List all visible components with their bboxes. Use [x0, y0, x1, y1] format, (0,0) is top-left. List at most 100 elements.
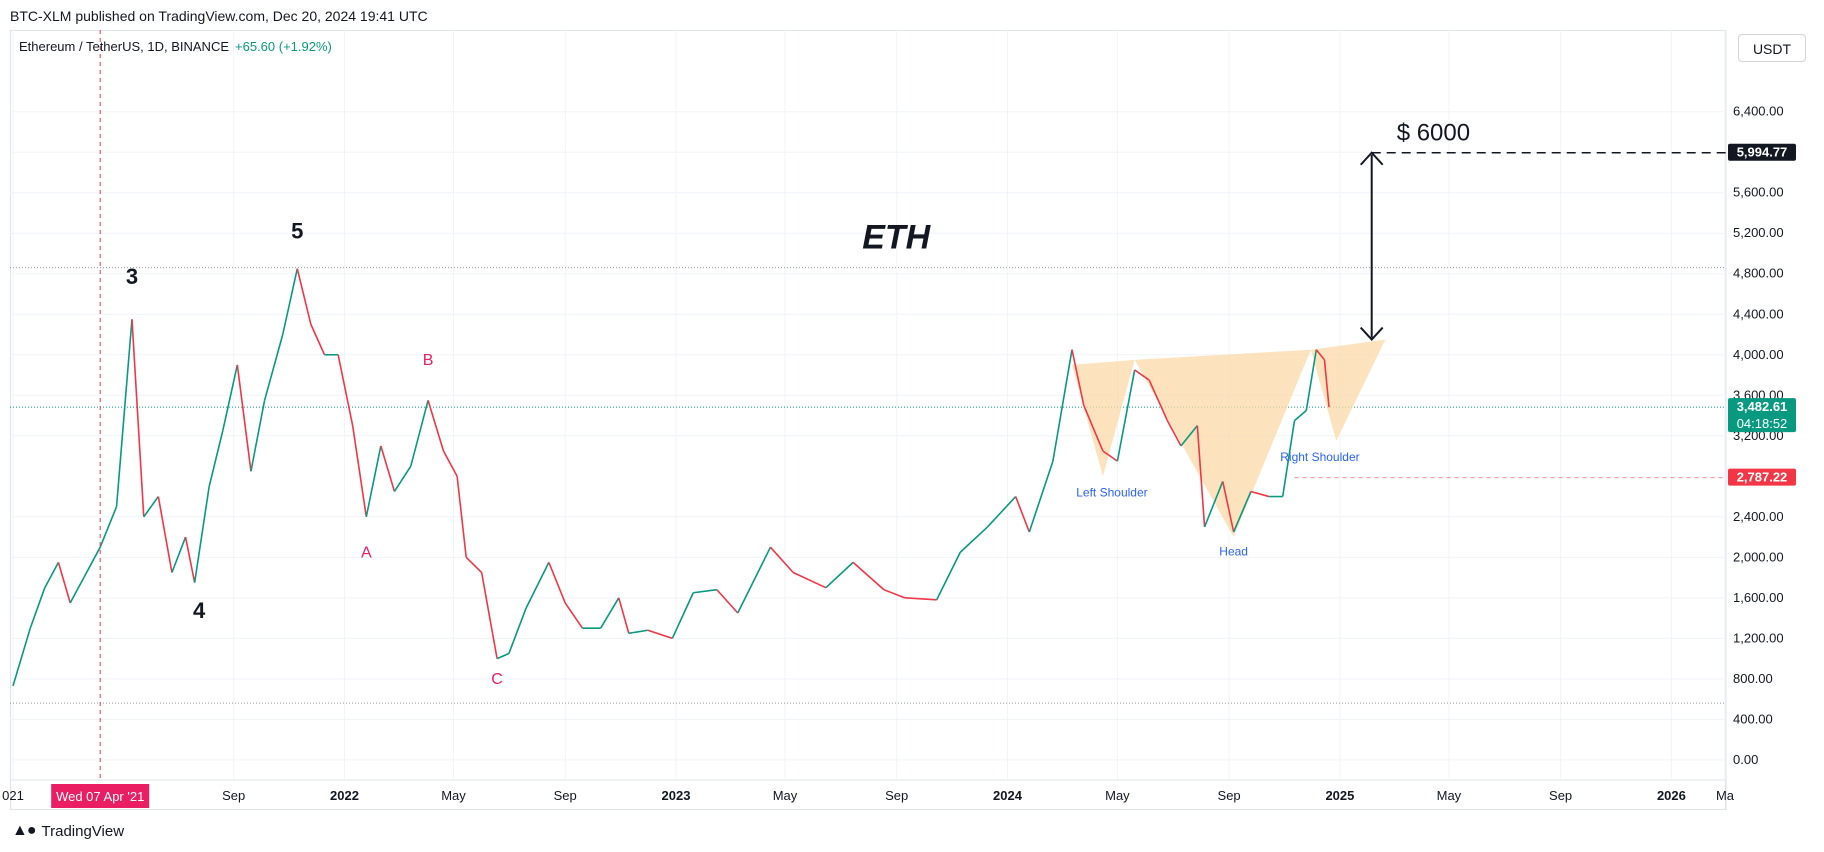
tradingview-logo-icon: ▲●: [12, 822, 36, 839]
corrective-wave-label: A: [361, 544, 372, 561]
price-segment: [456, 476, 467, 558]
current-price-label-box: [1728, 398, 1796, 433]
price-segment: [1293, 409, 1307, 422]
pattern-label: Head: [1219, 544, 1248, 558]
y-tick-label: 4,400.00: [1733, 306, 1784, 321]
price-segment: [737, 546, 772, 614]
price-segment: [310, 324, 326, 356]
y-tick-label: 0.00: [1733, 752, 1758, 767]
price-segment: [1148, 379, 1169, 421]
wave-label: 4: [193, 598, 206, 623]
x-tick-label: 2024: [993, 788, 1023, 803]
price-segment: [143, 496, 159, 518]
y-tick-label: 4,800.00: [1733, 266, 1784, 281]
price-segment: [1014, 496, 1031, 533]
target-price-label: 5,994.77: [1737, 145, 1788, 160]
price-segment: [1250, 490, 1270, 498]
corrective-wave-label: C: [491, 671, 503, 688]
right-shoulder-shape: [1310, 339, 1386, 441]
price-segment: [1166, 420, 1182, 447]
x-tick-label: 021: [2, 788, 24, 803]
x-tick-label: May: [1437, 788, 1462, 803]
price-segment: [337, 354, 354, 426]
price-segment: [427, 400, 445, 452]
price-segment: [83, 546, 101, 578]
price-segment: [157, 496, 173, 573]
x-tick-label: Sep: [554, 788, 577, 803]
price-segment: [508, 607, 527, 654]
x-tick-label: May: [773, 788, 798, 803]
price-segment: [1232, 491, 1252, 533]
price-segment: [1102, 450, 1118, 462]
price-segment: [1305, 349, 1318, 411]
left-shoulder-shape: [1071, 359, 1135, 477]
y-tick-label: 6,400.00: [1733, 104, 1784, 119]
price-segment: [647, 629, 673, 640]
price-segment: [716, 589, 739, 614]
x-tick-label: May: [441, 788, 466, 803]
price-segment: [393, 465, 412, 492]
x-tick-label: Sep: [1549, 788, 1572, 803]
price-segment: [193, 486, 210, 583]
price-segment: [769, 546, 794, 574]
price-segment: [250, 400, 266, 472]
price-segment: [628, 629, 648, 635]
price-segment: [1203, 481, 1224, 528]
x-tick-label: 2025: [1325, 788, 1354, 803]
pattern-label: Right Shoulder: [1280, 450, 1359, 464]
price-segment: [852, 561, 885, 591]
price-segment: [99, 506, 118, 548]
x-tick-label: May: [1105, 788, 1130, 803]
price-segment: [69, 577, 85, 604]
price-segment: [351, 425, 368, 517]
price-segment: [296, 268, 312, 325]
head-shape: [1134, 349, 1311, 538]
current-price-label-countdown: 04:18:52: [1737, 416, 1788, 431]
symbol-name[interactable]: Ethereum / TetherUS, 1D, BINANCE: [19, 39, 230, 54]
price-segment: [1134, 369, 1150, 381]
chart-title: ETH: [862, 218, 931, 256]
price-segment: [442, 450, 458, 477]
price-segment: [465, 556, 483, 574]
price-segment: [44, 562, 60, 589]
target-text: $ 6000: [1397, 120, 1470, 147]
y-tick-label: 4,000.00: [1733, 347, 1784, 362]
price-segment: [281, 268, 299, 335]
price-segment: [693, 588, 717, 594]
y-tick-label: 5,600.00: [1733, 185, 1784, 200]
crosshair-date-box: [51, 784, 150, 808]
price-segment: [1221, 481, 1235, 533]
price-segment: [480, 572, 498, 659]
current-price-label: 3,482.61: [1737, 399, 1788, 414]
y-tick-label: 1,600.00: [1733, 590, 1784, 605]
price-segment: [1196, 425, 1206, 527]
y-tick-label: 2,000.00: [1733, 549, 1784, 564]
brand-name[interactable]: TradingView: [41, 822, 125, 840]
corrective-wave-label: B: [423, 352, 434, 369]
price-segment: [1116, 369, 1136, 462]
price-segment: [184, 536, 196, 583]
price-segment: [115, 319, 133, 507]
x-tick-label: 2026: [1657, 788, 1686, 803]
y-tick-label: 1,200.00: [1733, 630, 1784, 645]
price-segment: [1052, 349, 1073, 462]
y-tick-label: 2,400.00: [1733, 509, 1784, 524]
price-segment: [935, 551, 961, 601]
price-segment: [1083, 405, 1104, 452]
level-price-label-box: [1728, 468, 1796, 486]
x-tick-label: Sep: [1218, 788, 1241, 803]
price-segment: [236, 364, 252, 472]
target-price-label-box: [1728, 143, 1796, 161]
x-tick-label: Sep: [222, 788, 245, 803]
price-segment: [410, 400, 429, 467]
price-segment: [1180, 425, 1198, 447]
price-segment: [564, 602, 584, 629]
price-segment: [792, 571, 827, 589]
price-segment: [883, 588, 906, 599]
price-segment: [525, 562, 550, 609]
target-arrow-head-up: [1359, 151, 1384, 166]
price-segment: [208, 430, 224, 487]
publish-info: BTC-XLM published on TradingView.com, De…: [10, 8, 428, 24]
currency-button[interactable]: USDT: [1738, 34, 1806, 62]
